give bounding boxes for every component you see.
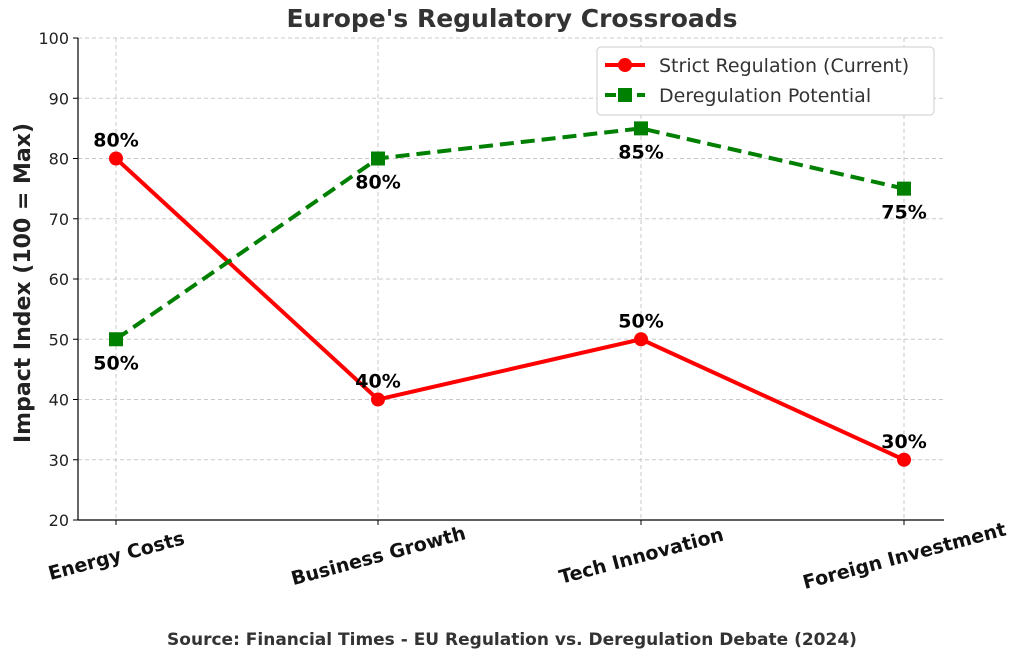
data-label: 85%: [618, 141, 663, 163]
x-tick-label: Energy Costs: [46, 527, 187, 585]
data-label: 50%: [93, 352, 138, 374]
legend-swatch-marker: [618, 88, 632, 102]
source-note: Source: Financial Times - EU Regulation …: [167, 630, 857, 650]
x-tick-label: Business Growth: [289, 522, 468, 590]
legend-swatch-marker: [618, 58, 632, 72]
data-point-square: [897, 181, 911, 196]
y-tick-label: 60: [49, 270, 69, 289]
data-point-square: [371, 151, 385, 166]
data-label: 40%: [355, 371, 400, 393]
data-label: 50%: [618, 310, 663, 332]
series-line: [114, 126, 905, 341]
x-tick-label: Tech Innovation: [557, 524, 726, 589]
data-point-square: [109, 332, 123, 347]
data-point-circle: [109, 151, 123, 166]
y-tick-label: 100: [38, 29, 69, 48]
chart-title: Europe's Regulatory Crossroads: [286, 4, 738, 33]
y-axis-title: Impact Index (100 = Max): [11, 123, 36, 443]
legend-box: [596, 46, 935, 116]
data-label: 75%: [881, 202, 926, 224]
legend-label: Strict Regulation (Current): [659, 55, 909, 77]
data-point-circle: [897, 452, 911, 467]
y-tick-label: 50: [49, 330, 69, 349]
legend-label: Deregulation Potential: [659, 85, 871, 107]
data-point-circle: [634, 332, 648, 347]
data-label: 80%: [93, 130, 138, 152]
data-point-circle: [371, 392, 385, 407]
series-line: [114, 157, 905, 462]
y-tick-label: 30: [49, 451, 69, 470]
data-point-square: [634, 121, 648, 136]
y-tick-label: 70: [49, 210, 69, 229]
y-tick-label: 20: [49, 511, 69, 530]
y-tick-label: 40: [49, 391, 69, 410]
y-tick-label: 80: [49, 150, 69, 169]
data-label: 30%: [881, 431, 926, 453]
y-tick-label: 90: [49, 89, 69, 108]
data-label: 80%: [355, 172, 400, 194]
x-tick-label: Foreign Investment: [801, 518, 1009, 593]
